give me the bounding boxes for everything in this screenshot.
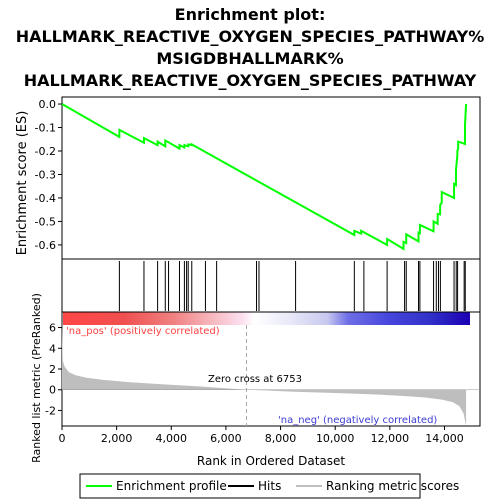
x-tick-label-3: 6,000 xyxy=(210,432,242,445)
es-y-tick-label-0: 0.0 xyxy=(39,98,57,111)
x-tick-label-1: 2,000 xyxy=(101,432,133,445)
legend-hits-label: Hits xyxy=(258,479,281,493)
rank-metric-y-tick-label-3: 0 xyxy=(49,384,56,397)
enrichment-profile-line xyxy=(61,103,468,251)
x-tick-label-7: 14,000 xyxy=(425,432,464,445)
es-y-tick-label-4: -0.4 xyxy=(35,192,56,205)
x-tick-label-5: 10,000 xyxy=(316,432,355,445)
rank-metric-y-tick-label-2: 2 xyxy=(49,363,56,376)
es-y-tick-label-5: -0.5 xyxy=(35,215,56,228)
x-axis-ticks: 0 2,000 4,000 6,000 8,000 10,000 12,000 14,000 xyxy=(59,426,464,445)
rank-metric-y-tick-label-1: 4 xyxy=(49,342,56,355)
rank-metric-ticks: 6 4 2 0 -2 xyxy=(45,322,62,417)
legend-enrichment-label: Enrichment profile xyxy=(116,479,227,493)
es-panel-ticks: 0.0 -0.1 -0.2 -0.3 -0.4 -0.5 -0.6 xyxy=(35,98,62,252)
es-y-tick-label-1: -0.1 xyxy=(35,122,56,135)
legend-ranking-label: Ranking metric scores xyxy=(326,479,459,493)
rank-color-bar xyxy=(63,312,470,325)
rank-metric-y-axis-title: Ranked list metric (PreRanked) xyxy=(30,293,43,463)
zero-cross-label: Zero cross at 6753 xyxy=(208,374,302,385)
x-tick-label-6: 12,000 xyxy=(371,432,410,445)
es-y-tick-label-3: -0.3 xyxy=(35,168,56,181)
hits-panel-frame xyxy=(61,258,481,313)
hit-markers xyxy=(118,261,466,311)
es-y-axis-title: Enrichment score (ES) xyxy=(15,111,30,256)
chart-title-line-2: HALLMARK_REACTIVE_OXYGEN_SPECIES_PATHWAY… xyxy=(16,27,485,46)
es-panel: 0.0 -0.1 -0.2 -0.3 -0.4 -0.5 -0.6 xyxy=(35,96,481,260)
rank-metric-y-tick-label-4: -2 xyxy=(45,404,56,417)
x-tick-label-4: 8,000 xyxy=(265,432,297,445)
chart-title-line-4: HALLMARK_REACTIVE_OXYGEN_SPECIES_PATHWAY xyxy=(24,71,477,90)
es-y-tick-label-2: -0.2 xyxy=(35,145,56,158)
legend: Enrichment profile Hits Ranking metric s… xyxy=(79,473,459,499)
hits-panel xyxy=(61,258,481,313)
es-y-tick-label-6: -0.6 xyxy=(35,239,56,252)
es-panel-frame xyxy=(61,96,481,260)
rank-metric-panel: 6 4 2 0 -2 xyxy=(45,311,481,427)
chart-title-line-3: MSIGDBHALLMARK% xyxy=(156,49,343,68)
x-axis-title: Rank in Ordered Dataset xyxy=(197,454,345,468)
x-tick-label-0: 0 xyxy=(59,432,66,445)
rank-metric-y-tick-label-0: 6 xyxy=(49,322,56,335)
chart-title-line-1: Enrichment plot: xyxy=(175,5,326,24)
x-tick-label-2: 4,000 xyxy=(156,432,188,445)
neg-correlated-label: 'na_neg' (negatively correlated) xyxy=(278,415,437,426)
pos-correlated-label: 'na_pos' (positively correlated) xyxy=(66,326,220,337)
